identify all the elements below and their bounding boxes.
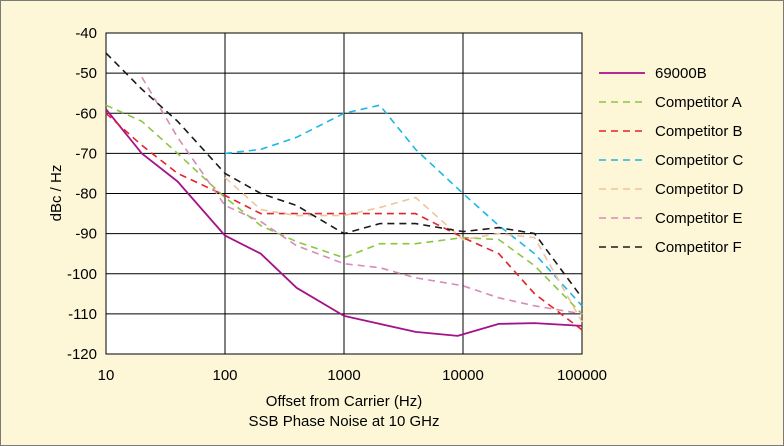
legend-label: Competitor A [655,94,742,111]
legend-label: Competitor B [655,123,743,140]
legend-label: Competitor E [655,210,743,227]
x-tick-labels: 10 100 1000 10000 100000 [98,367,607,384]
series-line-6 [141,76,583,315]
grid-lines [105,32,583,355]
y-tick-label: -60 [75,105,97,122]
legend-label: Competitor F [655,239,742,256]
x-tick-label: 100000 [557,367,607,384]
legend: 69000B Competitor A Competitor B Competitor… [599,65,744,256]
y-tick-label: -110 [68,306,97,323]
x-tick-label: 1000 [327,367,360,384]
series-lines [105,52,583,337]
series-line-3 [105,112,583,331]
y-tick-label: -70 [75,145,97,162]
legend-label: Competitor C [655,152,744,169]
chart-subtitle: SSB Phase Noise at 10 GHz [249,413,440,430]
legend-label: Competitor D [655,181,744,198]
x-axis-label: Offset from Carrier (Hz) [266,393,422,410]
y-tick-label: -50 [75,65,97,82]
series-line-5 [224,176,583,323]
y-tick-label: -100 [67,266,97,283]
series-line-2 [105,104,583,315]
y-tick-label: -40 [75,25,97,42]
y-tick-label: -120 [67,346,97,363]
series-line-1 [105,108,583,337]
y-axis-label: dBc / Hz [48,165,65,222]
x-tick-label: 10 [98,367,115,384]
x-tick-label: 10000 [442,367,484,384]
y-tick-label: -90 [75,226,97,243]
series-line-7 [105,52,583,299]
series-line-4 [224,104,583,307]
y-tick-labels: -40 -50 -60 -70 -80 -90 -100 -110 -120 [67,25,97,363]
legend-label: 69000B [655,65,707,82]
y-tick-label: -80 [75,186,97,203]
x-tick-label: 100 [212,367,237,384]
